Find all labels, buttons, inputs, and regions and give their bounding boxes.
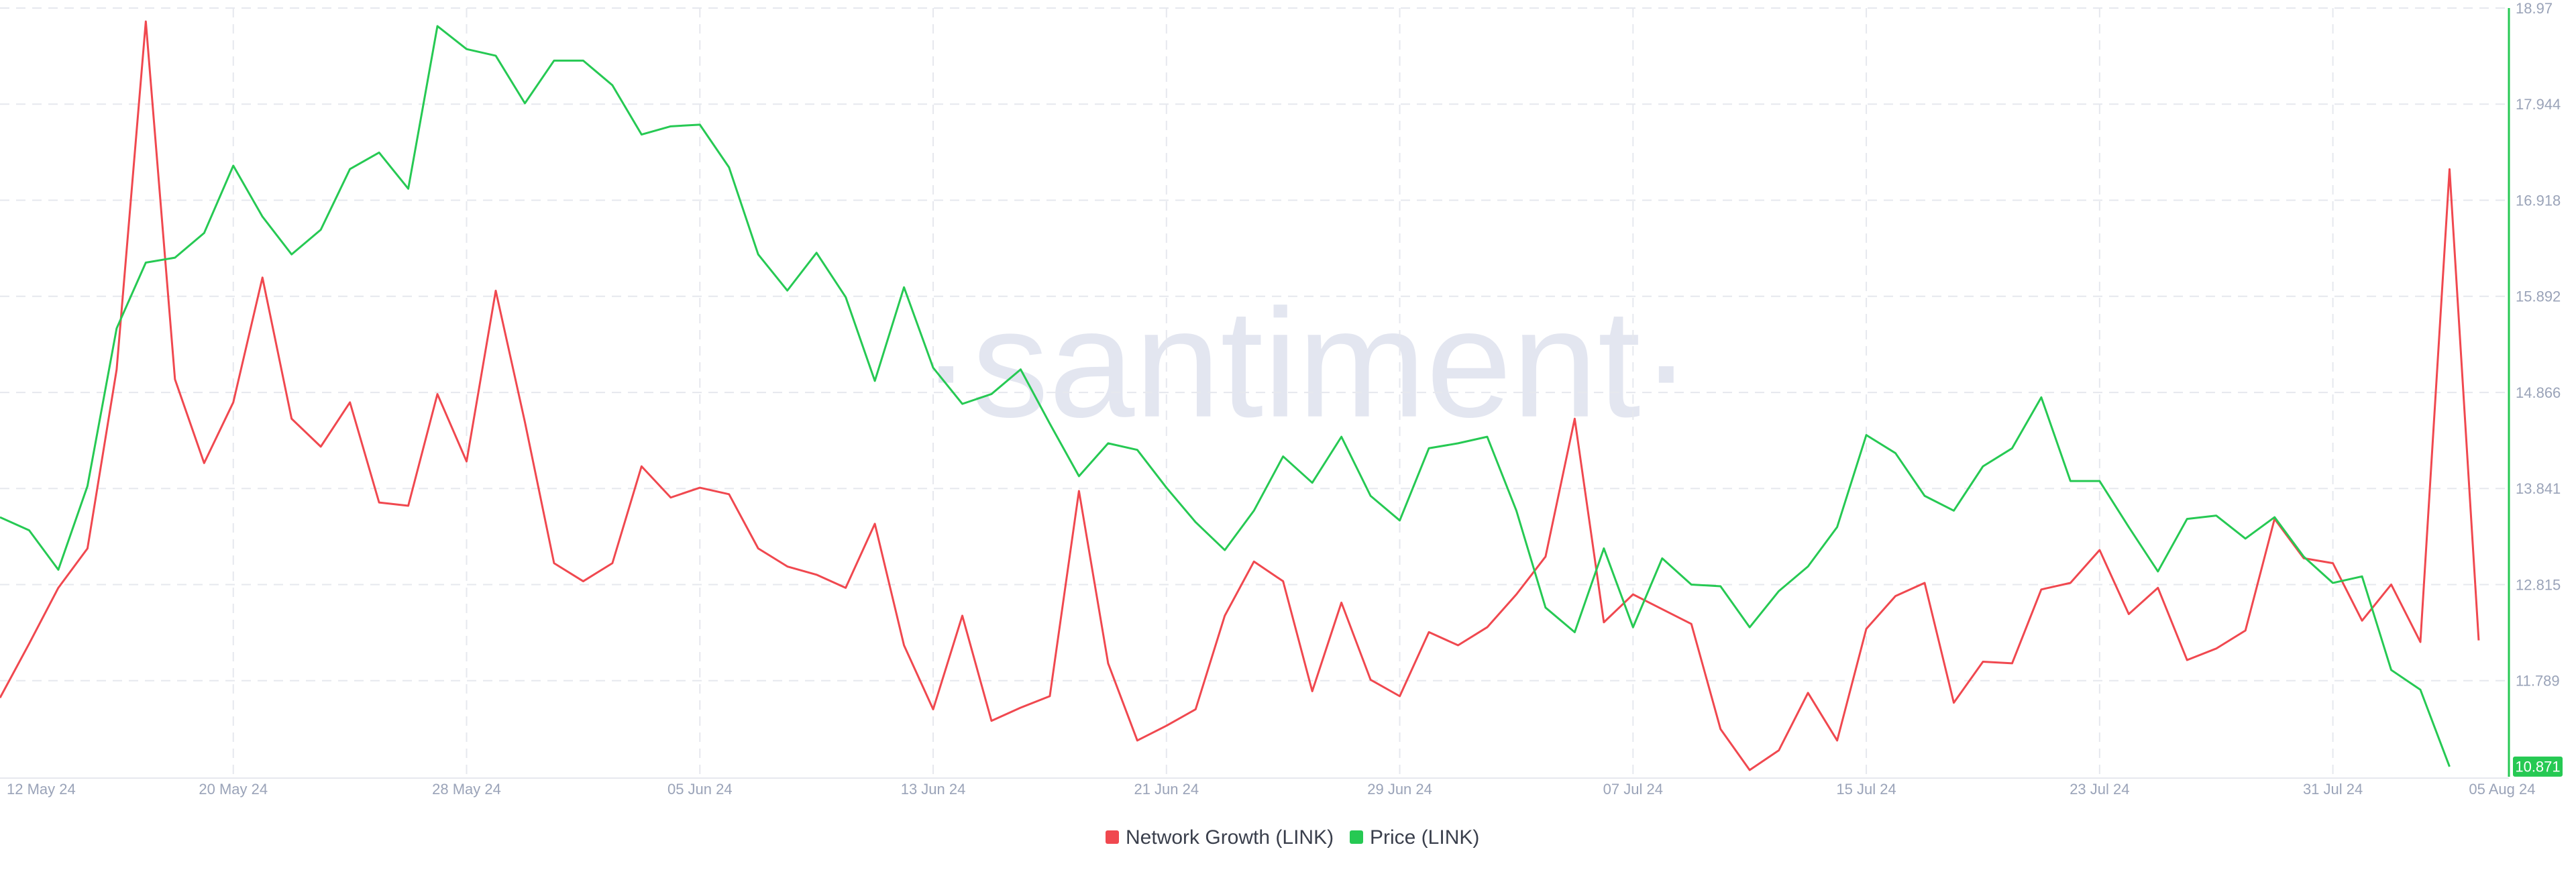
legend-swatch bbox=[1350, 830, 1363, 844]
y2-tick-label: 17.944 bbox=[2516, 96, 2561, 113]
y2-tick-label: 16.918 bbox=[2516, 192, 2561, 209]
x-tick-label: 21 Jun 24 bbox=[1134, 781, 1199, 798]
last-value-label: 10.871 bbox=[2515, 759, 2560, 775]
legend-swatch bbox=[1106, 830, 1119, 844]
x-tick-label: 15 Jul 24 bbox=[1836, 781, 1896, 798]
x-tick-label: 05 Jun 24 bbox=[667, 781, 733, 798]
x-tick-label: 07 Jul 24 bbox=[1603, 781, 1663, 798]
y2-tick-label: 13.841 bbox=[2516, 480, 2561, 497]
x-tick-label: 31 Jul 24 bbox=[2303, 781, 2363, 798]
x-tick-label: 29 Jun 24 bbox=[1367, 781, 1432, 798]
legend-label: Price (LINK) bbox=[1370, 826, 1479, 849]
legend-label: Network Growth (LINK) bbox=[1126, 826, 1334, 849]
y2-tick-label: 15.892 bbox=[2516, 288, 2561, 305]
y2-tick-label: 14.866 bbox=[2516, 384, 2561, 401]
x-tick-label: 23 Jul 24 bbox=[2070, 781, 2129, 798]
y2-tick-label: 12.815 bbox=[2516, 576, 2561, 593]
last-value-badge bbox=[2513, 756, 2563, 777]
x-tick-label: 28 May 24 bbox=[432, 781, 501, 798]
y2-tick-label: 18.97 bbox=[2516, 0, 2553, 17]
y2-tick-label: 11.789 bbox=[2516, 673, 2560, 690]
x-tick-label: 20 May 24 bbox=[199, 781, 268, 798]
series-line bbox=[0, 25, 2451, 767]
x-tick-label: 05 Aug 24 bbox=[2469, 781, 2535, 798]
series-line bbox=[0, 20, 2480, 771]
x-tick-label: 13 Jun 24 bbox=[901, 781, 966, 798]
x-tick-label: 12 May 24 bbox=[7, 781, 76, 798]
